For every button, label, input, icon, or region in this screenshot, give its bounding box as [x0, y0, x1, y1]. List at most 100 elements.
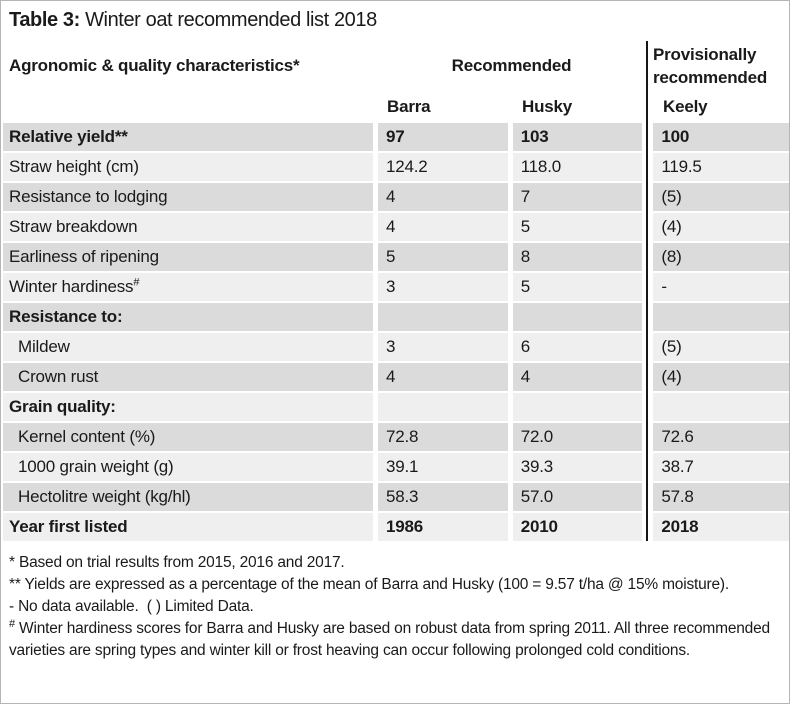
cell-keely: (5): [653, 333, 789, 361]
table-number-label: Table 3:: [9, 9, 80, 31]
row-label-text: Relative yield**: [9, 127, 128, 146]
cell-husky: 5: [512, 213, 643, 241]
row-label-text: Winter hardiness: [9, 277, 134, 296]
footnote-no-data: - No data available. ( ) Limited Data.: [9, 598, 254, 615]
section-label: Grain quality:: [3, 393, 374, 421]
cell-husky: 72.0: [512, 423, 643, 451]
row-label: Crown rust: [3, 363, 374, 391]
table-row: Resistance to lodging 4 7 (5): [3, 183, 789, 211]
section-label: Resistance to:: [3, 303, 374, 331]
row-label: Resistance to lodging: [3, 183, 374, 211]
row-label-text: Straw breakdown: [9, 217, 138, 236]
cell-barra: 3: [378, 273, 508, 301]
table-row: Mildew 3 6 (5): [3, 333, 789, 361]
cell-barra: 4: [378, 213, 508, 241]
table-body: Relative yield** 97 103 100 Straw height…: [3, 123, 789, 543]
cell-keely: [653, 303, 789, 331]
cell-husky: 57.0: [512, 483, 643, 511]
table-row: Relative yield** 97 103 100: [3, 123, 789, 151]
column-headers-row: Barra Husky Keely: [3, 95, 789, 119]
cell-husky: 118.0: [512, 153, 643, 181]
header-characteristics: Agronomic & quality characteristics*: [9, 56, 300, 75]
column-header-keely: Keely: [663, 97, 708, 116]
cell-husky: 103: [512, 123, 643, 151]
row-label-text: Year first listed: [9, 517, 128, 536]
row-label: Year first listed: [3, 513, 374, 541]
cell-husky: 4: [512, 363, 643, 391]
cell-barra: [378, 393, 508, 421]
cell-keely: 119.5: [653, 153, 789, 181]
row-label-text: Hectolitre weight (kg/hl): [18, 487, 191, 506]
row-label: Mildew: [3, 333, 374, 361]
row-label-text: Resistance to lodging: [9, 187, 168, 206]
row-label: Hectolitre weight (kg/hl): [3, 483, 374, 511]
table-row: Year first listed 1986 2010 2018: [3, 513, 789, 541]
cell-husky: 5: [512, 273, 643, 301]
row-label: Relative yield**: [3, 123, 374, 151]
row-label: 1000 grain weight (g): [3, 453, 374, 481]
footnote-winter-hardiness-text: Winter hardiness scores for Barra and Hu…: [9, 620, 770, 659]
cell-barra: 4: [378, 363, 508, 391]
row-label-text: Straw height (cm): [9, 157, 139, 176]
table-title-text: Winter oat recommended list 2018: [79, 9, 377, 31]
cell-husky: 6: [512, 333, 643, 361]
provisional-divider-line: [646, 41, 648, 541]
table-row: Straw height (cm) 124.2 118.0 119.5: [3, 153, 789, 181]
table-row: Earliness of ripening 5 8 (8): [3, 243, 789, 271]
cell-barra: 5: [378, 243, 508, 271]
header-recommended: Recommended: [451, 56, 572, 75]
row-label: Straw breakdown: [3, 213, 374, 241]
page-title: Table 3: Winter oat recommended list 201…: [9, 9, 377, 32]
cell-barra: 58.3: [378, 483, 508, 511]
footnote-trial-results: * Based on trial results from 2015, 2016…: [9, 554, 345, 571]
cell-keely: 72.6: [653, 423, 789, 451]
footnote-yields: ** Yields are expressed as a percentage …: [9, 576, 729, 593]
cell-barra: 97: [378, 123, 508, 151]
header-provisionally-recommended: Provisionally recommended: [653, 45, 768, 87]
section-label-text: Grain quality:: [9, 397, 116, 416]
row-label: Earliness of ripening: [3, 243, 374, 271]
column-header-husky: Husky: [522, 97, 573, 116]
row-label-text: Earliness of ripening: [9, 247, 159, 266]
hash-superscript: #: [9, 617, 15, 630]
cell-husky: [512, 303, 643, 331]
row-label: Winter hardiness#: [3, 273, 374, 301]
row-label-text: Mildew: [18, 337, 70, 356]
cell-husky: [512, 393, 643, 421]
cell-keely: 57.8: [653, 483, 789, 511]
cell-husky: 2010: [512, 513, 643, 541]
cell-keely: -: [653, 273, 789, 301]
footnotes: * Based on trial results from 2015, 2016…: [9, 552, 785, 662]
cell-barra: 4: [378, 183, 508, 211]
cell-keely: (4): [653, 363, 789, 391]
row-label: Straw height (cm): [3, 153, 374, 181]
table-row: Winter hardiness# 3 5 -: [3, 273, 789, 301]
table-row: Kernel content (%) 72.8 72.0 72.6: [3, 423, 789, 451]
cell-barra: 3: [378, 333, 508, 361]
column-header-barra: Barra: [387, 97, 431, 116]
footnote-winter-hardiness: # Winter hardiness scores for Barra and …: [9, 618, 785, 662]
cell-keely: (5): [653, 183, 789, 211]
cell-husky: 39.3: [512, 453, 643, 481]
section-label-text: Resistance to:: [9, 307, 123, 326]
cell-keely: 38.7: [653, 453, 789, 481]
cell-keely: (4): [653, 213, 789, 241]
row-label-text: Kernel content (%): [18, 427, 156, 446]
section-row: Grain quality:: [3, 393, 789, 421]
table-row: 1000 grain weight (g) 39.1 39.3 38.7: [3, 453, 789, 481]
hash-superscript: #: [133, 276, 140, 289]
cell-barra: 72.8: [378, 423, 508, 451]
table-row: Crown rust 4 4 (4): [3, 363, 789, 391]
table-row: Hectolitre weight (kg/hl) 58.3 57.0 57.8: [3, 483, 789, 511]
cell-barra: 124.2: [378, 153, 508, 181]
cell-keely: 2018: [653, 513, 789, 541]
cell-barra: [378, 303, 508, 331]
cell-keely: [653, 393, 789, 421]
table-row: Straw breakdown 4 5 (4): [3, 213, 789, 241]
cell-husky: 7: [512, 183, 643, 211]
cell-keely: 100: [653, 123, 789, 151]
cell-keely: (8): [653, 243, 789, 271]
cell-barra: 39.1: [378, 453, 508, 481]
row-label-text: Crown rust: [18, 367, 99, 386]
